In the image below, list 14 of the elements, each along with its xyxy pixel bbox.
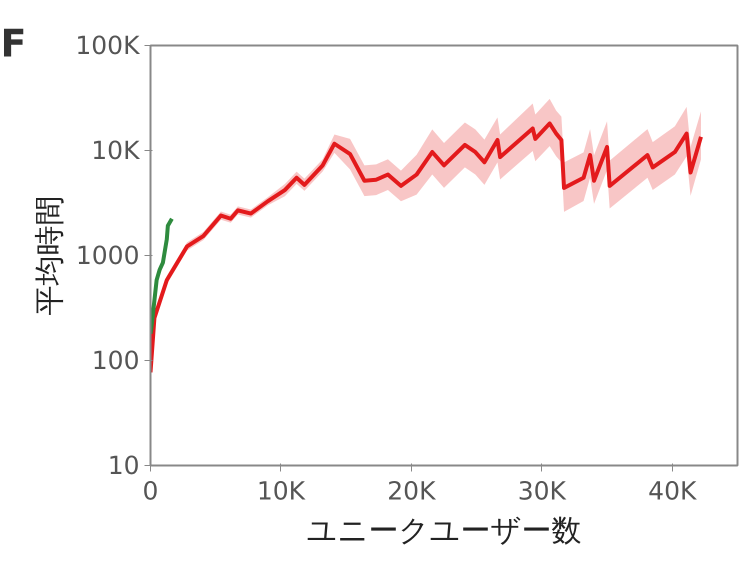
x-tick-label: 10K <box>256 476 306 506</box>
x-tick-label: 0 <box>142 476 158 506</box>
y-tick-label: 100 <box>92 346 140 375</box>
x-tick-label: 40K <box>648 476 697 506</box>
x-tick-label: 20K <box>387 476 436 506</box>
x-axis-title: ユニークユーザー数 <box>306 514 582 548</box>
y-tick-label: 10 <box>108 451 140 480</box>
y-tick-label: 100K <box>75 31 140 60</box>
y-tick-label: 10K <box>91 136 140 165</box>
text: F <box>0 22 26 66</box>
line-series <box>150 216 174 336</box>
y-tick-label: 1000 <box>76 241 140 270</box>
y-axis-title: 平均時間 <box>32 196 68 316</box>
x-tick-label: 30K <box>518 476 567 506</box>
